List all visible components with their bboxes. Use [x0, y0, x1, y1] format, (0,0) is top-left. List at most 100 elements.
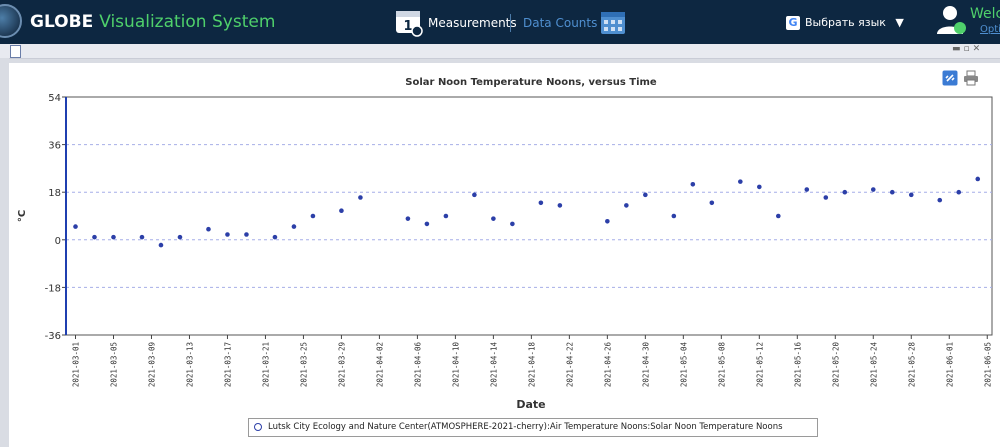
- link-icon[interactable]: [942, 70, 958, 86]
- x-tick-label: 2021-04-18: [527, 342, 536, 388]
- data-point: [73, 224, 78, 229]
- chart-legend[interactable]: Lutsk City Ecology and Nature Center(ATM…: [248, 418, 818, 437]
- data-point: [510, 221, 515, 227]
- window-controls[interactable]: ▬▫✕: [952, 44, 984, 54]
- data-point: [605, 218, 610, 224]
- user-icon[interactable]: [936, 4, 966, 36]
- data-point: [690, 181, 696, 187]
- document-icon: [10, 45, 21, 58]
- nav-measurements-link[interactable]: Measurements: [428, 16, 517, 30]
- y-axis-label: °C: [17, 210, 28, 222]
- y-tick-label: -18: [45, 283, 61, 294]
- left-edge-strip: [0, 58, 9, 447]
- data-point: [889, 189, 895, 195]
- data-point: [643, 192, 648, 198]
- data-point: [111, 234, 116, 240]
- language-selector-label: Выбрать язык: [805, 16, 886, 29]
- data-point: [139, 234, 145, 240]
- legend-series-label: Lutsk City Ecology and Nature Center(ATM…: [268, 422, 783, 432]
- data-point: [443, 213, 449, 219]
- calendar-icon[interactable]: [598, 7, 628, 37]
- y-tick-label: 18: [48, 188, 61, 199]
- legend-marker-icon: [254, 422, 262, 431]
- data-point: [491, 216, 496, 221]
- app-brand[interactable]: GLOBE Visualization System: [30, 12, 275, 32]
- brand-globe: GLOBE: [30, 12, 94, 32]
- y-tick-label: 36: [48, 141, 61, 152]
- window-titlebar: [0, 44, 1000, 59]
- chart-title: Solar Noon Temperature Noons, versus Tim…: [405, 77, 657, 88]
- svg-text:1: 1: [403, 19, 412, 34]
- x-tick-label: 2021-04-26: [603, 342, 612, 388]
- data-point: [709, 200, 715, 206]
- x-tick-label: 2021-05-16: [793, 342, 802, 388]
- x-tick-label: 2021-05-04: [679, 342, 688, 388]
- x-tick-label: 2021-04-30: [641, 342, 650, 388]
- x-tick-label: 2021-03-25: [299, 342, 308, 387]
- data-point: [339, 208, 344, 214]
- welcome-text: Welc: [970, 6, 1000, 22]
- y-tick-label: -36: [45, 331, 61, 342]
- data-point: [244, 232, 249, 237]
- data-point: [842, 189, 848, 195]
- data-point: [358, 195, 363, 200]
- x-tick-label: 2021-04-02: [375, 342, 384, 387]
- data-point: [738, 179, 743, 184]
- x-tick-label: 2021-06-05: [983, 342, 992, 387]
- options-link[interactable]: Optio: [980, 24, 1000, 35]
- y-tick-label: 0: [55, 236, 61, 247]
- data-point: [757, 184, 762, 190]
- data-point: [870, 187, 876, 192]
- chevron-down-icon: ▼: [895, 16, 904, 29]
- language-selector[interactable]: G Выбрать язык ▼: [786, 16, 904, 30]
- data-point: [92, 234, 97, 240]
- x-tick-label: 2021-03-29: [337, 342, 346, 387]
- x-tick-label: 2021-05-24: [869, 342, 878, 388]
- x-tick-label: 2021-04-06: [413, 342, 422, 388]
- data-point: [804, 187, 810, 192]
- top-navigation-bar: GLOBE Visualization System 1 Measurements…: [0, 0, 1000, 44]
- google-icon: G: [786, 16, 800, 30]
- x-axis-label: Date: [516, 398, 545, 411]
- data-point: [405, 216, 411, 221]
- data-point: [624, 203, 629, 208]
- brand-system: Visualization System: [99, 12, 276, 32]
- print-icon[interactable]: [963, 70, 979, 86]
- data-point: [424, 221, 430, 227]
- data-point: [557, 203, 563, 208]
- x-tick-label: 2021-04-10: [451, 342, 460, 388]
- x-tick-label: 2021-03-01: [71, 342, 80, 387]
- nav-data-counts-link[interactable]: Data Counts: [523, 16, 598, 30]
- data-point: [225, 232, 230, 237]
- x-tick-label: 2021-04-14: [489, 342, 498, 388]
- data-point: [908, 192, 914, 198]
- x-tick-label: 2021-03-17: [223, 342, 232, 387]
- x-tick-label: 2021-05-28: [907, 342, 916, 388]
- data-point: [671, 213, 677, 219]
- data-point: [158, 242, 164, 248]
- data-point: [538, 200, 544, 206]
- x-tick-label: 2021-06-01: [945, 342, 954, 387]
- data-point: [937, 197, 943, 203]
- x-tick-label: 2021-04-22: [565, 342, 574, 387]
- data-point: [472, 192, 477, 198]
- measurements-icon[interactable]: 1: [393, 7, 423, 37]
- data-point: [206, 226, 211, 232]
- data-point: [776, 213, 781, 219]
- x-tick-label: 2021-05-12: [755, 342, 764, 387]
- data-point: [956, 189, 962, 195]
- x-tick-label: 2021-05-08: [717, 342, 726, 388]
- x-tick-label: 2021-03-21: [261, 342, 270, 387]
- x-tick-label: 2021-03-09: [147, 342, 156, 387]
- plot-area: [65, 96, 993, 336]
- x-tick-label: 2021-03-13: [185, 342, 194, 387]
- data-point: [177, 234, 183, 240]
- data-point: [291, 224, 297, 229]
- data-point: [975, 176, 981, 182]
- x-tick-label: 2021-03-05: [109, 342, 118, 387]
- data-point: [310, 213, 316, 219]
- nav-separator: [510, 14, 511, 32]
- data-point: [272, 234, 278, 240]
- data-point: [823, 195, 829, 200]
